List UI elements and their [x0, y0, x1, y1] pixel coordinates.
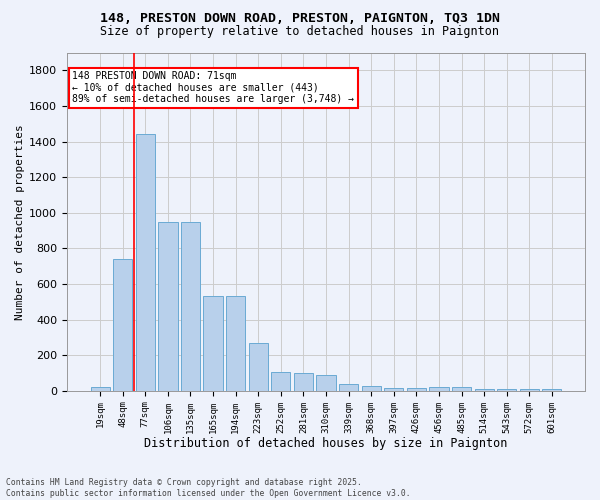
- Bar: [384, 388, 403, 391]
- Text: 148 PRESTON DOWN ROAD: 71sqm
← 10% of detached houses are smaller (443)
89% of s: 148 PRESTON DOWN ROAD: 71sqm ← 10% of de…: [72, 71, 354, 104]
- Bar: [91, 388, 110, 391]
- Bar: [542, 390, 562, 391]
- Bar: [520, 390, 539, 391]
- Bar: [294, 373, 313, 391]
- X-axis label: Distribution of detached houses by size in Paignton: Distribution of detached houses by size …: [145, 437, 508, 450]
- Text: 148, PRESTON DOWN ROAD, PRESTON, PAIGNTON, TQ3 1DN: 148, PRESTON DOWN ROAD, PRESTON, PAIGNTO…: [100, 12, 500, 26]
- Bar: [339, 384, 358, 391]
- Bar: [181, 222, 200, 391]
- Bar: [316, 375, 335, 391]
- Bar: [430, 388, 449, 391]
- Text: Size of property relative to detached houses in Paignton: Size of property relative to detached ho…: [101, 25, 499, 38]
- Bar: [248, 343, 268, 391]
- Bar: [362, 386, 381, 391]
- Bar: [452, 388, 471, 391]
- Bar: [203, 296, 223, 391]
- Bar: [136, 134, 155, 391]
- Text: Contains HM Land Registry data © Crown copyright and database right 2025.
Contai: Contains HM Land Registry data © Crown c…: [6, 478, 410, 498]
- Bar: [497, 389, 516, 391]
- Bar: [158, 222, 178, 391]
- Bar: [407, 388, 426, 391]
- Bar: [271, 372, 290, 391]
- Y-axis label: Number of detached properties: Number of detached properties: [15, 124, 25, 320]
- Bar: [226, 296, 245, 391]
- Bar: [475, 390, 494, 391]
- Bar: [113, 258, 133, 391]
